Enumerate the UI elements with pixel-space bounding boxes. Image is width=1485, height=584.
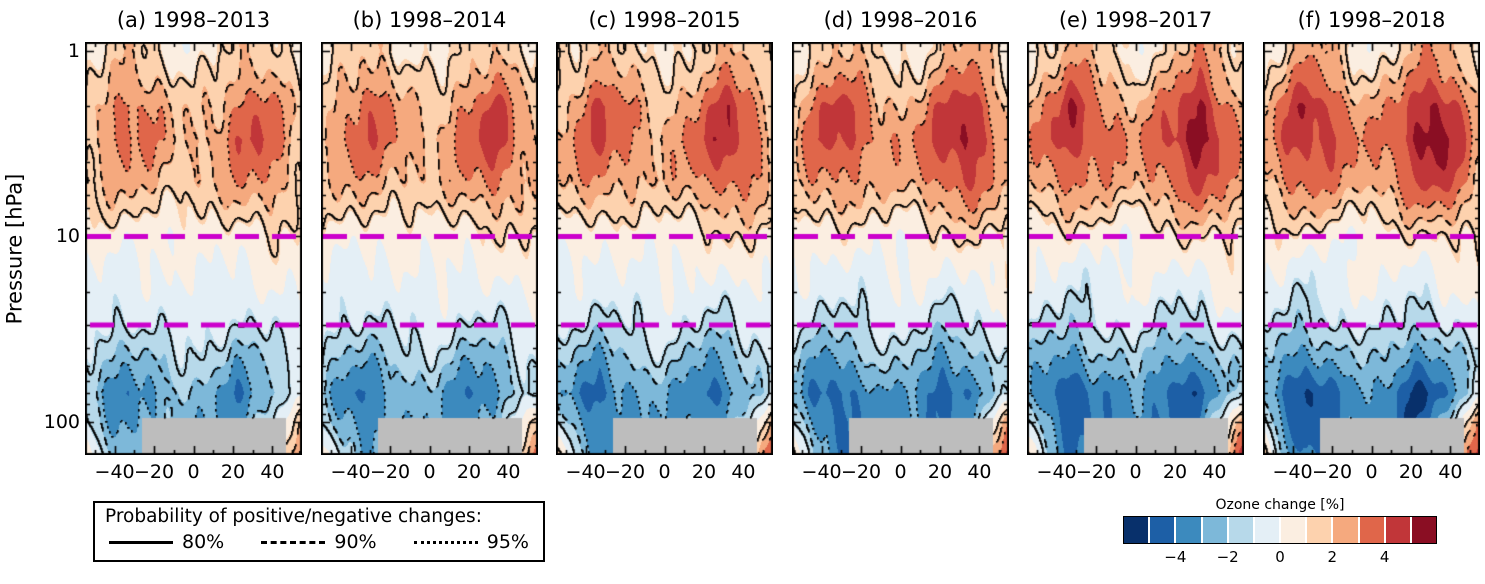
panel-title-e: (e) 1998–2017 bbox=[1058, 8, 1213, 32]
x-tick-label: 0 bbox=[1129, 461, 1142, 483]
legend-entries: 80% 90% 95% bbox=[105, 531, 533, 553]
colorbar-tick-label: −2 bbox=[1216, 548, 1239, 566]
x-tick-label: 40 bbox=[496, 461, 521, 483]
colorbar-segment bbox=[1333, 517, 1358, 543]
x-tick-label: −40 bbox=[801, 461, 842, 483]
x-tick-label: 20 bbox=[220, 461, 246, 483]
panel-title-d: (d) 1998–2016 bbox=[823, 8, 978, 32]
panel-f: (f) 1998–2018 −40 −20 0 20 40 bbox=[1263, 8, 1480, 483]
colorbar-tick-label: −4 bbox=[1164, 548, 1187, 566]
legend-label: 80% bbox=[182, 531, 225, 553]
y-tick-label: 100 bbox=[43, 411, 80, 434]
legend-label: 95% bbox=[486, 531, 529, 553]
x-tick-label: 40 bbox=[731, 461, 756, 483]
colorbar-segment bbox=[1281, 517, 1306, 543]
panel-title-c: (c) 1998–2015 bbox=[588, 8, 741, 32]
colorbar-title: Ozone change [%] bbox=[1215, 497, 1345, 513]
x-tick-label: 0 bbox=[894, 461, 907, 483]
x-tick-label: −40 bbox=[94, 461, 135, 483]
legend-line-dotted-icon bbox=[413, 540, 478, 544]
panel-title-a: (a) 1998–2013 bbox=[116, 8, 271, 32]
colorbar-segment bbox=[1307, 517, 1332, 543]
x-tick-label: 0 bbox=[658, 461, 671, 483]
x-tick-label: 20 bbox=[927, 461, 953, 483]
x-tick-label: 40 bbox=[1438, 461, 1463, 483]
y-tick-label: 10 bbox=[55, 225, 80, 248]
colorbar-tick-label: 0 bbox=[1275, 548, 1285, 566]
x-tick-label: 0 bbox=[423, 461, 436, 483]
x-tick-label: −40 bbox=[1272, 461, 1313, 483]
panel-b: (b) 1998–2014 −40 −20 0 20 40 bbox=[321, 8, 538, 483]
x-tick-label: −20 bbox=[133, 461, 175, 483]
x-tick-label: −20 bbox=[604, 461, 646, 483]
x-tick-label: 40 bbox=[1202, 461, 1227, 483]
panel-title-f: (f) 1998–2018 bbox=[1297, 8, 1446, 32]
panel-c: (c) 1998–2015 −40 −20 0 20 40 bbox=[556, 8, 773, 483]
colorbar: Ozone change [%] −4 −2 0 2 4 bbox=[1123, 497, 1437, 568]
colorbar-ticks: −4 −2 0 2 4 bbox=[1123, 548, 1437, 568]
colorbar-segment bbox=[1150, 517, 1175, 543]
colorbar-bar bbox=[1123, 516, 1437, 544]
legend-title: Probability of positive/negative changes… bbox=[105, 506, 482, 527]
x-tick-label: −20 bbox=[840, 461, 882, 483]
panel-plot-f bbox=[1263, 42, 1480, 455]
colorbar-segment bbox=[1176, 517, 1201, 543]
x-tick-label: −40 bbox=[565, 461, 606, 483]
panel-e: (e) 1998–2017 −40 −20 0 20 40 bbox=[1027, 8, 1244, 483]
panel-d: (d) 1998–2016 −40 −20 0 20 40 bbox=[792, 8, 1009, 483]
x-tick-label: −20 bbox=[369, 461, 411, 483]
colorbar-tick-label: 4 bbox=[1379, 548, 1390, 566]
y-tick-label: 1 bbox=[67, 39, 80, 62]
legend-box: Probability of positive/negative changes… bbox=[93, 501, 545, 562]
panel-a: (a) 1998–2013 −40 −20 0 20 40 bbox=[85, 8, 302, 483]
x-tick-label: −20 bbox=[1311, 461, 1353, 483]
x-tick-label: 20 bbox=[691, 461, 717, 483]
x-tick-label: 20 bbox=[1162, 461, 1188, 483]
legend-line-solid-icon bbox=[109, 540, 173, 544]
colorbar-segment bbox=[1254, 517, 1280, 543]
y-axis-label-text: Pressure [hPa] bbox=[2, 173, 27, 324]
panel-title-b: (b) 1998–2014 bbox=[352, 8, 507, 32]
legend-line-dashed-icon bbox=[261, 540, 326, 544]
colorbar-segment bbox=[1385, 517, 1410, 543]
x-tick-label: 40 bbox=[260, 461, 285, 483]
panel-plot-e bbox=[1027, 42, 1244, 455]
y-axis-label: Pressure [hPa] bbox=[0, 42, 32, 455]
x-tick-label: 0 bbox=[187, 461, 200, 483]
x-tick-label: −40 bbox=[330, 461, 371, 483]
colorbar-segment bbox=[1411, 517, 1437, 543]
legend-label: 90% bbox=[334, 531, 377, 553]
x-tick-label: 40 bbox=[967, 461, 992, 483]
x-tick-label: 20 bbox=[456, 461, 482, 483]
panel-plot-c bbox=[556, 42, 773, 455]
x-tick-label: 20 bbox=[1398, 461, 1424, 483]
legend-entry-dashed: 90% bbox=[261, 531, 377, 553]
x-tick-label: −20 bbox=[1075, 461, 1117, 483]
legend-entry-solid: 80% bbox=[109, 531, 224, 553]
colorbar-segment bbox=[1359, 517, 1384, 543]
x-tick-label: 0 bbox=[1365, 461, 1378, 483]
panel-plot-a bbox=[85, 42, 302, 455]
colorbar-tick-label: 2 bbox=[1327, 548, 1338, 566]
colorbar-segment bbox=[1228, 517, 1253, 543]
panel-plot-b bbox=[321, 42, 538, 455]
legend-entry-dotted: 95% bbox=[413, 531, 529, 553]
panel-plot-d bbox=[792, 42, 1009, 455]
x-tick-label: −40 bbox=[1036, 461, 1077, 483]
colorbar-segment bbox=[1124, 517, 1149, 543]
colorbar-segment bbox=[1202, 517, 1227, 543]
